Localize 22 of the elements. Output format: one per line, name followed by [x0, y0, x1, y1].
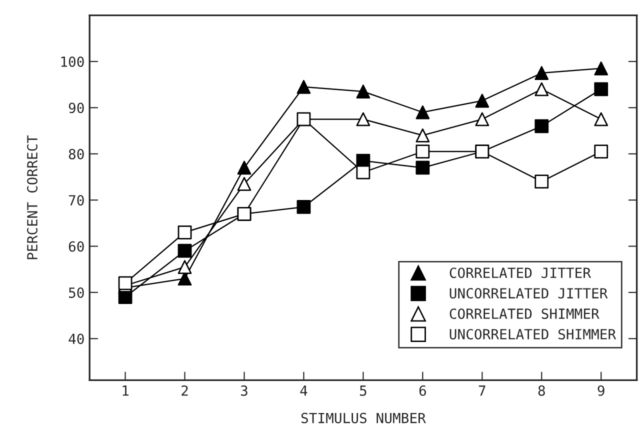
legend-label: UNCORRELATED JITTER	[450, 288, 608, 299]
x-tick-label: 7	[478, 386, 486, 396]
legend-label: CORRELATED JITTER	[450, 268, 592, 278]
x-tick-label: 8	[538, 385, 545, 396]
legend-label: CORRELATED SHIMMER	[450, 308, 600, 319]
x-tick-label: 6	[419, 385, 426, 396]
x-tick-label: 3	[240, 385, 248, 396]
y-tick-label: 90	[68, 102, 84, 114]
legend-label: UNCORRELATED SHIMMER	[450, 328, 616, 340]
y-tick-label: 50	[68, 287, 84, 298]
x-tick-label: 9	[598, 385, 604, 396]
x-tick-label: 2	[182, 385, 188, 396]
x-tick-label: 5	[360, 386, 366, 396]
y-tick-label: 100	[61, 56, 84, 67]
y-tick-label: 60	[68, 241, 84, 252]
x-tick-label: 1	[122, 386, 129, 396]
x-axis-title: STIMULUS NUMBER	[301, 412, 426, 424]
y-tick-label: 80	[68, 148, 84, 160]
y-tick-label: 40	[68, 334, 84, 344]
x-tick-label: 4	[300, 386, 308, 396]
y-tick-label: 70	[68, 195, 84, 206]
y-axis-title: PERCENT CORRECT	[27, 135, 38, 260]
